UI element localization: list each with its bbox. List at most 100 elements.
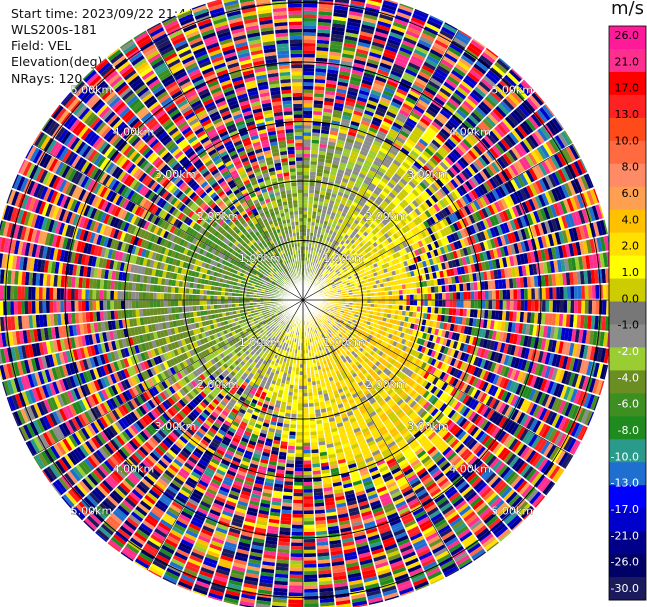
velocity-gate	[413, 10, 429, 19]
velocity-gate	[495, 300, 500, 310]
velocity-gate	[312, 236, 317, 241]
velocity-gate	[303, 225, 307, 229]
velocity-gate	[314, 226, 319, 231]
velocity-gate	[324, 217, 330, 222]
velocity-gate	[346, 25, 360, 31]
velocity-gate	[406, 26, 421, 36]
velocity-gate	[414, 8, 429, 16]
velocity-gate	[398, 310, 403, 316]
velocity-gate	[347, 160, 355, 167]
velocity-gate	[303, 10, 317, 15]
velocity-gate	[405, 310, 410, 317]
velocity-gate	[314, 86, 325, 91]
velocity-gate	[311, 214, 317, 219]
velocity-gate	[330, 211, 336, 217]
velocity-gate	[327, 65, 339, 71]
velocity-gate	[334, 0, 350, 4]
velocity-gate	[317, 264, 321, 269]
velocity-gate	[303, 185, 309, 190]
velocity-gate	[422, 29, 437, 39]
velocity-gate	[552, 286, 557, 299]
velocity-gate	[375, 133, 385, 141]
velocity-gate	[534, 300, 539, 312]
velocity-gate	[577, 285, 582, 299]
velocity-gate	[364, 65, 378, 73]
velocity-gate	[378, 65, 391, 73]
velocity-gate	[306, 225, 311, 229]
velocity-gate	[411, 13, 427, 23]
velocity-gate	[317, 18, 332, 23]
velocity-gate	[303, 64, 315, 69]
velocity-gate	[358, 172, 366, 179]
velocity-gate	[313, 193, 320, 198]
velocity-gate	[326, 76, 338, 82]
velocity-gate	[412, 311, 417, 318]
velocity-gate	[348, 157, 357, 164]
velocity-gate	[303, 82, 314, 87]
velocity-gate	[410, 300, 414, 306]
velocity-gate	[303, 207, 308, 211]
velocity-gate	[417, 300, 421, 306]
velocity-gate	[323, 97, 334, 103]
velocity-gate	[316, 211, 322, 217]
velocity-gate	[303, 43, 316, 47]
velocity-gate	[470, 300, 475, 309]
velocity-gate	[319, 219, 324, 225]
velocity-gate	[319, 143, 327, 149]
velocity-gate	[445, 300, 450, 308]
velocity-gate	[315, 64, 327, 70]
velocity-gate	[395, 304, 400, 310]
velocity-gate	[355, 160, 364, 166]
velocity-gate	[347, 14, 362, 21]
velocity-gate	[448, 307, 453, 316]
velocity-gate	[303, 21, 317, 26]
velocity-gate	[303, 67, 315, 72]
velocity-gate	[330, 33, 344, 39]
velocity-gate	[332, 12, 348, 18]
velocity-gate	[438, 300, 443, 307]
velocity-gate	[326, 225, 331, 230]
velocity-gate	[366, 153, 376, 160]
velocity-gate	[360, 24, 375, 31]
velocity-gate	[318, 147, 327, 152]
velocity-gate	[336, 194, 343, 200]
velocity-gate	[373, 34, 387, 42]
velocity-gate	[335, 92, 346, 98]
velocity-gate	[331, 26, 345, 32]
velocity-gate	[325, 213, 331, 219]
velocity-gate	[303, 182, 309, 186]
velocity-gate	[305, 243, 309, 247]
velocity-gate	[424, 300, 428, 306]
velocity-gate	[406, 300, 411, 306]
velocity-gate	[362, 113, 373, 120]
velocity-gate	[368, 150, 377, 157]
velocity-gate	[445, 307, 450, 315]
velocity-gate	[374, 300, 378, 304]
velocity-gate	[327, 144, 335, 150]
velocity-gate	[352, 113, 362, 120]
velocity-gate	[474, 290, 478, 300]
velocity-gate	[308, 243, 312, 248]
velocity-gate	[409, 288, 414, 294]
velocity-gate	[549, 286, 553, 299]
velocity-gate	[310, 161, 317, 165]
velocity-gate	[303, 192, 309, 197]
velocity-gate	[581, 300, 586, 314]
velocity-gate	[323, 169, 330, 175]
velocity-gate	[368, 96, 379, 104]
velocity-gate	[388, 300, 393, 305]
velocity-gate	[552, 300, 557, 313]
velocity-gate	[323, 104, 333, 110]
velocity-gate	[538, 287, 543, 300]
velocity-gate	[314, 186, 321, 191]
velocity-gate	[314, 222, 319, 227]
velocity-gate	[343, 171, 352, 177]
velocity-gate	[459, 291, 464, 300]
velocity-gate	[312, 121, 321, 126]
velocity-gate	[308, 196, 314, 201]
velocity-gate	[335, 88, 347, 94]
velocity-gate	[324, 159, 333, 164]
velocity-gate	[333, 153, 342, 159]
velocity-gate	[329, 170, 337, 176]
velocity-gate	[410, 294, 414, 300]
